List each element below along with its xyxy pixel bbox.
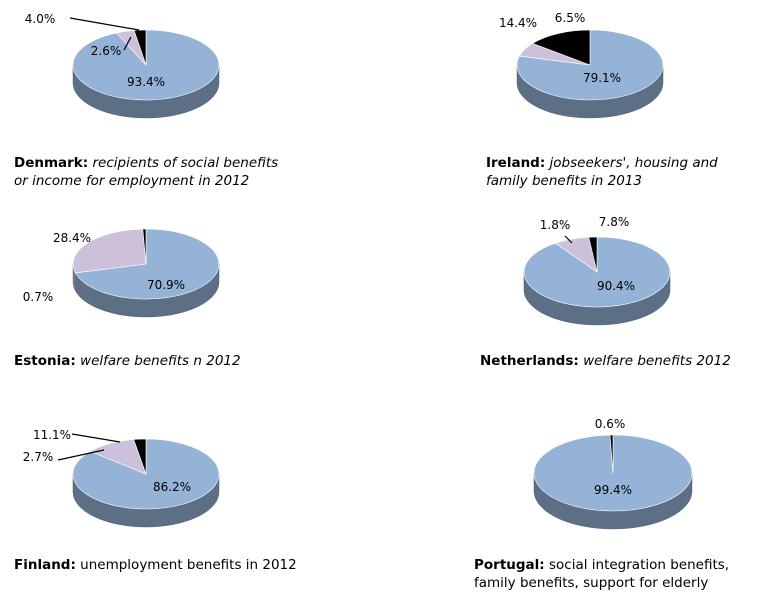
pie-slice bbox=[609, 434, 614, 474]
pie-slice bbox=[588, 236, 598, 273]
caption-estonia: Estonia: welfare benefits n 2012 bbox=[14, 352, 241, 370]
data-label: 7.8% bbox=[599, 215, 630, 229]
country-name: Finland: bbox=[14, 557, 76, 573]
caption-denmark: Denmark: recipients of social benefits o… bbox=[14, 154, 278, 190]
pie-chart-denmark: 93.4% 4.0% 2.6% bbox=[25, 12, 220, 119]
data-label: 28.4% bbox=[53, 231, 91, 245]
data-label: 11.1% bbox=[33, 428, 71, 442]
pie-slice bbox=[133, 438, 147, 475]
data-label: 70.9% bbox=[147, 278, 185, 292]
country-name: Denmark: bbox=[14, 155, 89, 171]
leader-line bbox=[123, 36, 132, 51]
data-label: 2.6% bbox=[91, 44, 122, 58]
pie-slice bbox=[142, 228, 147, 265]
caption-line: family benefits in 2013 bbox=[486, 173, 642, 189]
caption-finland: Finland: unemployment benefits in 2012 bbox=[14, 556, 297, 574]
caption-line: recipients of social benefits bbox=[92, 155, 279, 171]
caption-line: welfare benefits 2012 bbox=[583, 353, 731, 369]
data-label: 6.5% bbox=[555, 11, 586, 25]
leader-line bbox=[69, 17, 140, 31]
pie-chart-finland: 86.2% 11.1% 2.7% bbox=[23, 428, 220, 528]
data-label: 0.6% bbox=[595, 417, 626, 431]
data-label: 1.8% bbox=[540, 218, 571, 232]
caption-ireland: Ireland: jobseekers', housing and family… bbox=[486, 154, 718, 190]
data-label: 0.7% bbox=[23, 290, 54, 304]
pie-slice bbox=[72, 228, 147, 274]
country-name: Ireland: bbox=[486, 155, 546, 171]
leader-line bbox=[71, 433, 121, 443]
data-label: 86.2% bbox=[153, 480, 191, 494]
caption-line: welfare benefits n 2012 bbox=[80, 353, 241, 369]
pie-slice bbox=[133, 29, 147, 66]
country-name: Portugal: bbox=[474, 557, 545, 573]
data-label: 14.4% bbox=[499, 16, 537, 30]
data-label: 4.0% bbox=[25, 12, 56, 26]
pie-chart-portugal: 99.4% 0.6% bbox=[533, 417, 693, 530]
caption-line: unemployment benefits in 2012 bbox=[80, 557, 297, 573]
country-name: Estonia: bbox=[14, 353, 76, 369]
caption-line: social integration benefits, bbox=[549, 557, 730, 573]
caption-netherlands: Netherlands: welfare benefits 2012 bbox=[480, 352, 731, 370]
pie-slice bbox=[74, 228, 220, 300]
caption-line: jobseekers', housing and bbox=[549, 155, 718, 171]
data-label: 79.1% bbox=[583, 71, 621, 85]
caption-portugal: Portugal: social integration benefits, f… bbox=[474, 556, 729, 592]
leader-line bbox=[564, 235, 573, 244]
data-label: 93.4% bbox=[127, 75, 165, 89]
pie-chart-estonia: 70.9% 28.4% 0.7% bbox=[23, 228, 220, 318]
caption-line: family benefits, support for elderly bbox=[474, 575, 709, 591]
pie-slice bbox=[531, 29, 591, 66]
data-label: 2.7% bbox=[23, 450, 54, 464]
country-name: Netherlands: bbox=[480, 353, 579, 369]
leader-line bbox=[57, 449, 105, 461]
caption-line: or income for employment in 2012 bbox=[14, 173, 250, 189]
data-label: 99.4% bbox=[594, 483, 632, 497]
pie-chart-netherlands: 90.4% 7.8% 1.8% bbox=[523, 215, 671, 326]
data-label: 90.4% bbox=[597, 279, 635, 293]
pie-chart-ireland: 79.1% 6.5% 14.4% bbox=[499, 11, 664, 119]
